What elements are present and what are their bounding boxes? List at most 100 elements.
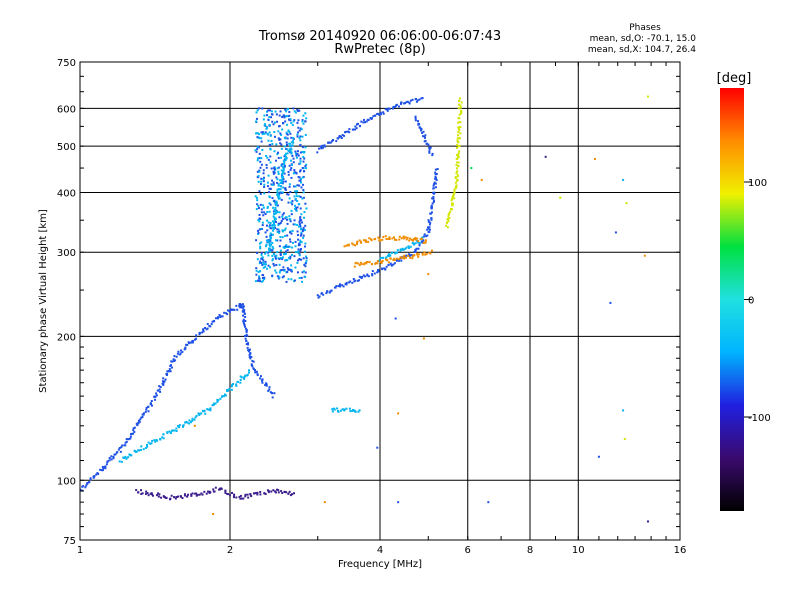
trace-point bbox=[176, 352, 179, 355]
trace-point bbox=[381, 259, 384, 262]
band-point bbox=[280, 198, 283, 201]
scatter-point bbox=[646, 95, 649, 98]
band-point bbox=[266, 156, 269, 159]
trace-point bbox=[167, 370, 170, 373]
band-point bbox=[272, 170, 275, 173]
trace-point bbox=[341, 284, 344, 287]
trace-point bbox=[349, 410, 352, 413]
trace-point bbox=[129, 453, 132, 456]
band-point bbox=[293, 219, 296, 222]
band-point bbox=[296, 184, 299, 187]
trace-point bbox=[274, 491, 277, 494]
band-point bbox=[262, 259, 265, 262]
band-point bbox=[260, 140, 263, 143]
trace-point bbox=[218, 313, 221, 316]
band-point bbox=[258, 190, 261, 193]
band-point bbox=[280, 192, 283, 195]
trace-point bbox=[458, 100, 461, 103]
band-point bbox=[283, 164, 286, 167]
trace-point bbox=[197, 412, 200, 415]
band-point bbox=[291, 241, 294, 244]
trace-point bbox=[426, 234, 429, 237]
trace-point bbox=[228, 388, 231, 391]
band-point bbox=[290, 269, 293, 272]
trace-point bbox=[292, 141, 295, 144]
trace-point bbox=[328, 141, 331, 144]
trace-point bbox=[178, 426, 181, 429]
trace-point bbox=[362, 118, 365, 121]
trace-point bbox=[269, 235, 272, 238]
trace-point bbox=[448, 217, 451, 220]
trace-point bbox=[455, 164, 458, 167]
trace-point bbox=[358, 239, 361, 242]
trace-point bbox=[271, 233, 274, 236]
trace-point bbox=[360, 263, 363, 266]
trace-point bbox=[212, 490, 215, 493]
trace-point bbox=[179, 349, 182, 352]
trace-point bbox=[281, 180, 284, 183]
trace-point bbox=[277, 184, 280, 187]
band-point bbox=[271, 183, 274, 186]
band-point bbox=[299, 217, 302, 220]
band-point bbox=[281, 236, 284, 239]
band-point bbox=[277, 170, 280, 173]
trace-point bbox=[219, 397, 222, 400]
band-point bbox=[268, 224, 271, 227]
band-point bbox=[287, 278, 290, 281]
trace-point bbox=[410, 253, 413, 256]
scatter-point bbox=[470, 167, 473, 170]
trace-point bbox=[159, 386, 162, 389]
trace-point bbox=[272, 489, 275, 492]
band-point bbox=[284, 234, 287, 237]
trace-point bbox=[150, 442, 153, 445]
band-point bbox=[264, 263, 267, 266]
trace-point bbox=[227, 389, 230, 392]
trace-point bbox=[430, 211, 433, 214]
band-point bbox=[304, 165, 307, 168]
trace-point bbox=[191, 492, 194, 495]
band-point bbox=[292, 107, 295, 110]
x-tick-label: 6 bbox=[465, 545, 471, 556]
band-point bbox=[298, 254, 301, 257]
trace-point bbox=[457, 134, 460, 137]
band-point bbox=[277, 166, 280, 169]
band-point bbox=[267, 239, 270, 242]
trace-point bbox=[184, 493, 187, 496]
band-point bbox=[259, 160, 262, 163]
band-point bbox=[284, 250, 287, 253]
trace-point bbox=[243, 377, 246, 380]
trace-point bbox=[144, 446, 147, 449]
trace-point bbox=[397, 258, 400, 261]
trace-point bbox=[460, 101, 463, 104]
band-point bbox=[278, 222, 281, 225]
trace-point bbox=[413, 237, 416, 240]
trace-point bbox=[345, 283, 348, 286]
trace-point bbox=[387, 253, 390, 256]
trace-point bbox=[400, 237, 403, 240]
trace-point bbox=[289, 149, 292, 152]
trace-point bbox=[404, 247, 407, 250]
band-point bbox=[288, 164, 291, 167]
trace-point bbox=[288, 490, 291, 493]
band-point bbox=[288, 215, 291, 218]
y-axis-label: Stationary phase Virtual Height [km] bbox=[38, 209, 49, 393]
scatter-point bbox=[544, 155, 547, 158]
trace-point bbox=[155, 392, 158, 395]
trace-point bbox=[172, 358, 175, 361]
band-point bbox=[303, 270, 306, 273]
band-point bbox=[261, 148, 264, 151]
trace-point bbox=[362, 239, 365, 242]
trace-point bbox=[208, 490, 211, 493]
trace-point bbox=[363, 262, 366, 265]
trace-point bbox=[432, 200, 435, 203]
trace-point bbox=[405, 101, 408, 104]
trace-point bbox=[414, 238, 417, 241]
trace-point bbox=[123, 456, 126, 459]
trace-point bbox=[354, 279, 357, 282]
trace-point bbox=[343, 245, 346, 248]
x-tick-label: 2 bbox=[227, 545, 233, 556]
trace-point bbox=[277, 195, 280, 198]
band-point bbox=[288, 130, 291, 133]
band-point bbox=[282, 246, 285, 249]
trace-point bbox=[428, 146, 431, 149]
